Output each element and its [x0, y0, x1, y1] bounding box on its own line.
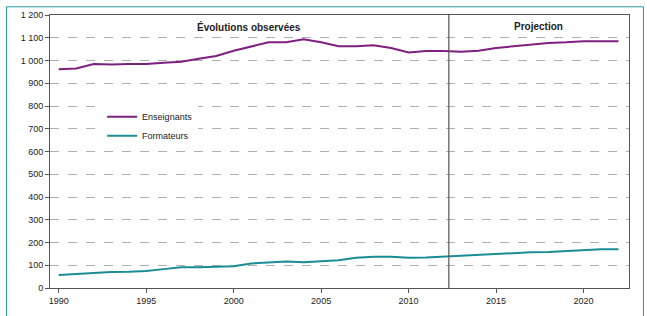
svg-text:0: 0 [38, 283, 43, 293]
svg-text:2020: 2020 [574, 296, 594, 306]
svg-text:100: 100 [28, 260, 43, 270]
svg-text:2005: 2005 [311, 296, 331, 306]
svg-text:1995: 1995 [136, 296, 156, 306]
svg-text:500: 500 [28, 169, 43, 179]
svg-text:600: 600 [28, 147, 43, 157]
svg-text:Formateurs: Formateurs [142, 131, 189, 141]
svg-text:400: 400 [28, 192, 43, 202]
svg-text:800: 800 [28, 101, 43, 111]
svg-text:1 200: 1 200 [21, 10, 44, 20]
svg-text:Enseignants: Enseignants [142, 112, 192, 122]
svg-text:200: 200 [28, 238, 43, 248]
svg-text:1990: 1990 [49, 296, 69, 306]
svg-text:300: 300 [28, 215, 43, 225]
svg-text:Projection: Projection [514, 21, 563, 32]
svg-text:Évolutions observées: Évolutions observées [197, 21, 301, 33]
svg-text:900: 900 [28, 78, 43, 88]
svg-text:2015: 2015 [486, 296, 506, 306]
svg-text:700: 700 [28, 124, 43, 134]
svg-text:2010: 2010 [399, 296, 419, 306]
svg-text:1 100: 1 100 [21, 33, 44, 43]
svg-text:2000: 2000 [224, 296, 244, 306]
svg-text:1 000: 1 000 [21, 56, 44, 66]
